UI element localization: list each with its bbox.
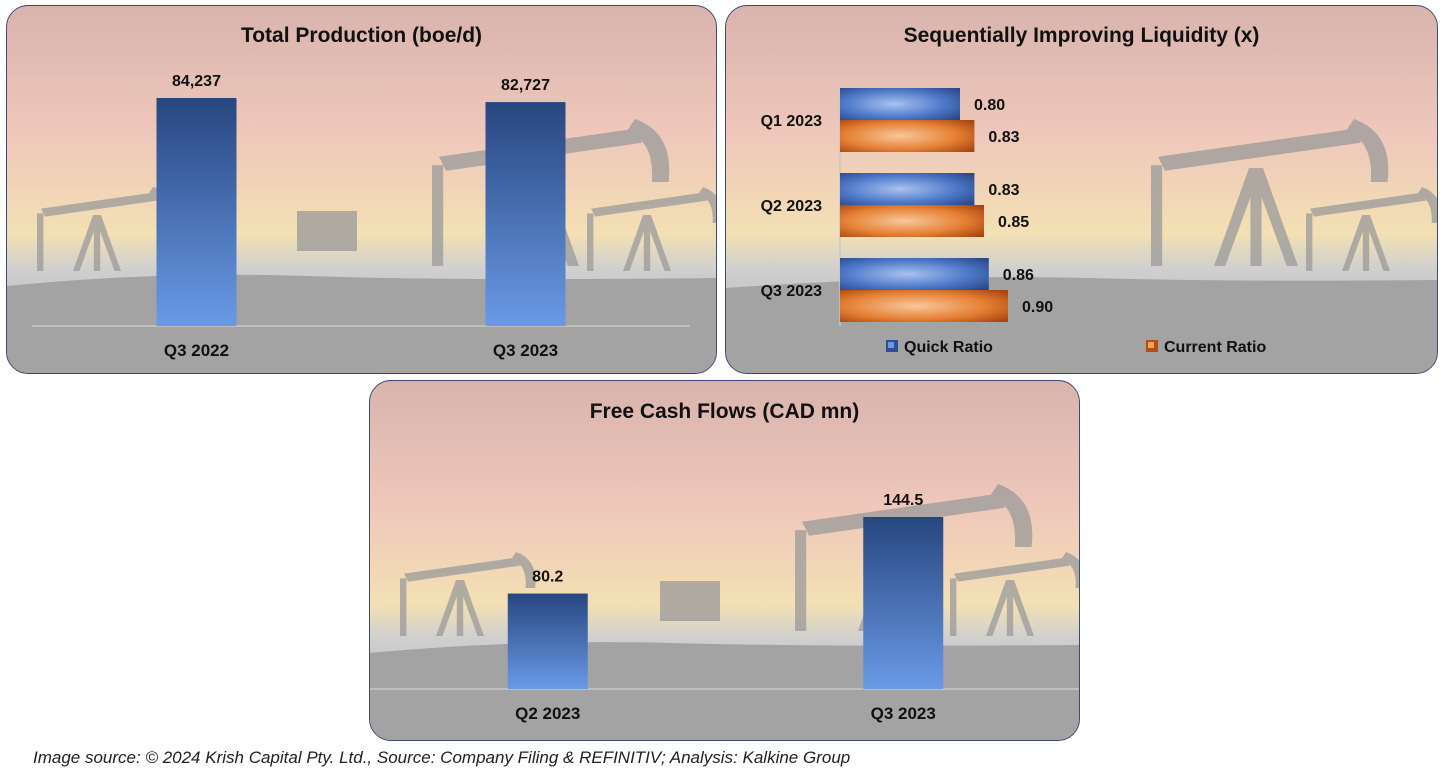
data-label: 84,237	[172, 73, 221, 90]
data-label: 0.85	[998, 214, 1029, 231]
legend-label: Quick Ratio	[904, 339, 993, 356]
chart-title: Sequentially Improving Liquidity (x)	[903, 24, 1260, 47]
legend-item-quick-ratio: Quick Ratio	[886, 339, 993, 356]
legend-label: Current Ratio	[1164, 339, 1266, 356]
chart-title: Total Production (boe/d)	[240, 24, 483, 47]
production-bar-chart: 84,237 Q3 2022 82,727 Q3 2023	[32, 73, 690, 360]
data-label: 144.5	[883, 492, 923, 509]
fcf-chart-panel: Free Cash Flows (CAD mn) 80.2 Q2 2023 144.…	[369, 380, 1080, 741]
production-chart-panel: Total Production (boe/d) 84,237 Q3 2022 82…	[6, 5, 717, 374]
image-source-footer: Image source: © 2024 Krish Capital Pty. …	[33, 748, 851, 767]
chart-title: Free Cash Flows (CAD mn)	[589, 400, 860, 423]
x-tick-label: Q3 2023	[871, 704, 936, 723]
legend-swatch-highlight	[1148, 342, 1154, 348]
x-tick-label: Q2 2023	[515, 704, 580, 723]
bar-1	[485, 102, 566, 327]
liquidity-bar-chart: 0.80 0.83 Q1 2023 0.83 0.85 Q2 2023 0.86 0.90 Q3…	[761, 84, 1266, 356]
data-label: 0.80	[974, 97, 1005, 114]
legend-swatch-highlight	[888, 342, 894, 348]
bar-0	[156, 98, 237, 326]
y-tick-label: Q2 2023	[761, 198, 822, 215]
bar-quick-1	[840, 173, 975, 205]
data-label: 0.83	[988, 129, 1019, 146]
bar-current-0	[840, 120, 975, 152]
fcf-bar-chart: 80.2 Q2 2023 144.5 Q3 2023	[370, 492, 1079, 723]
y-tick-label: Q1 2023	[761, 113, 822, 130]
x-tick-label: Q3 2023	[493, 341, 558, 360]
x-tick-label: Q3 2022	[164, 341, 229, 360]
bar-current-2	[840, 290, 1008, 322]
liquidity-chart-panel: Sequentially Improving Liquidity (x) 0.8…	[725, 5, 1438, 374]
data-label: 0.83	[988, 182, 1019, 199]
data-label: 82,727	[501, 77, 550, 94]
data-label: 0.90	[1022, 299, 1053, 316]
bar-quick-2	[840, 258, 989, 290]
bar-0	[507, 593, 588, 689]
y-tick-label: Q3 2023	[761, 283, 822, 300]
bar-1	[863, 517, 944, 689]
legend-item-current-ratio: Current Ratio	[1146, 339, 1266, 356]
bar-current-1	[840, 205, 984, 237]
data-label: 80.2	[532, 569, 563, 586]
bar-quick-0	[840, 88, 960, 120]
data-label: 0.86	[1003, 267, 1034, 284]
